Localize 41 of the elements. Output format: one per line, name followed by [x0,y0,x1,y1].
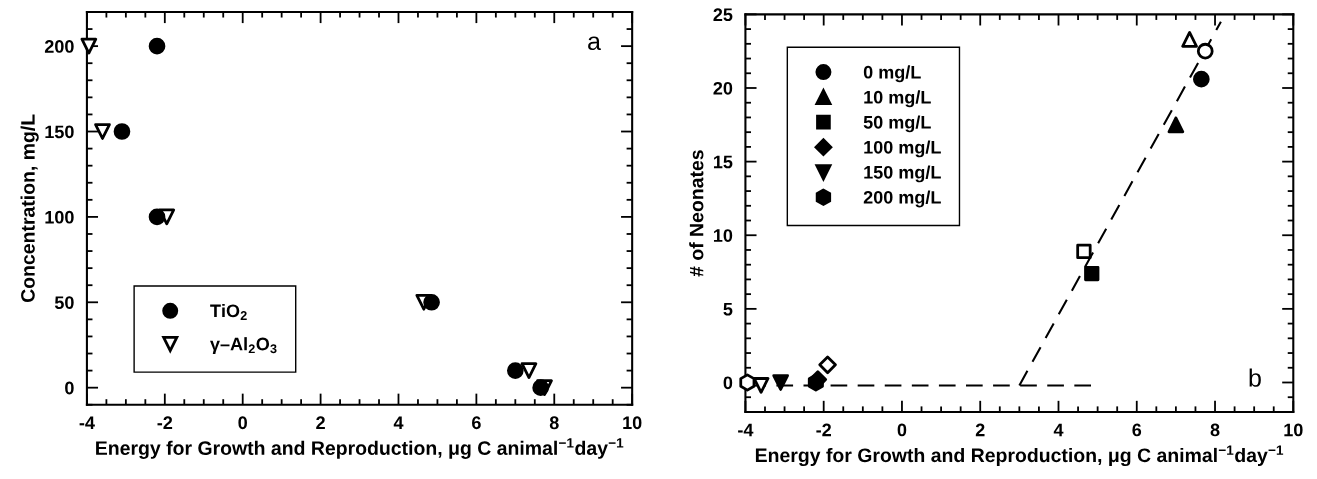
legend-label: 0 mg/L [863,65,921,83]
legend-label: 200 mg/L [863,190,941,208]
y-tick-label: 150 [45,125,74,139]
x-tick-label: 2 [975,423,985,437]
x-tick-label: 8 [549,416,559,430]
y-tick-label: 0 [65,381,74,395]
x-tick-label: -4 [79,416,95,429]
x-tick-label: -2 [816,423,831,437]
legend-label: 100 mg/L [864,140,941,158]
y-tick-label: 5 [723,302,733,316]
x-tick-label: 10 [1284,423,1303,437]
x-tick-label: 0 [238,416,247,430]
y-tick-label: 10 [713,229,733,242]
x-tick-label: 4 [1053,423,1064,437]
y-tick-label: 200 [44,40,74,53]
legend-label: 150 mg/L [864,165,941,183]
y-tick-label: 20 [713,81,733,95]
y-axis-title: # of Neonates [689,150,704,277]
x-tick-label: 6 [472,416,481,430]
y-tick-label: 25 [713,8,733,22]
x-tick-label: 4 [393,416,404,429]
legend-label: γ–Al$_{2}$O$_{3}$ [210,337,277,354]
annotation: a [588,36,601,51]
y-axis-title: Concentration, mg/L [20,114,39,303]
y-tick-label: 100 [45,210,74,224]
x-tick-label: 0 [897,423,907,437]
y-tick-label: 0 [723,376,733,390]
x-tick-label: -4 [738,423,754,437]
x-tick-label: 10 [623,416,642,430]
legend-label: 10 mg/L [864,90,931,108]
x-tick-label: 2 [316,416,325,429]
legend-label: 50 mg/L [863,115,931,133]
legend-label: TiO$_{2}$ [210,303,247,320]
y-tick-label: 50 [54,296,74,310]
x-tick-label: -2 [157,416,173,429]
x-tick-label: 6 [1132,423,1142,437]
annotation: b [1249,368,1261,387]
x-tick-label: 8 [1210,423,1220,437]
x-axis-title: Energy for Growth and Reproduction, μg C animal$^{−1}$day$^{−1}$ [755,445,1284,467]
x-axis-title: Energy for Growth and Reproduction, μg C animal$^{−1}$day$^{−1}$ [96,438,624,459]
y-tick-label: 15 [713,155,733,169]
